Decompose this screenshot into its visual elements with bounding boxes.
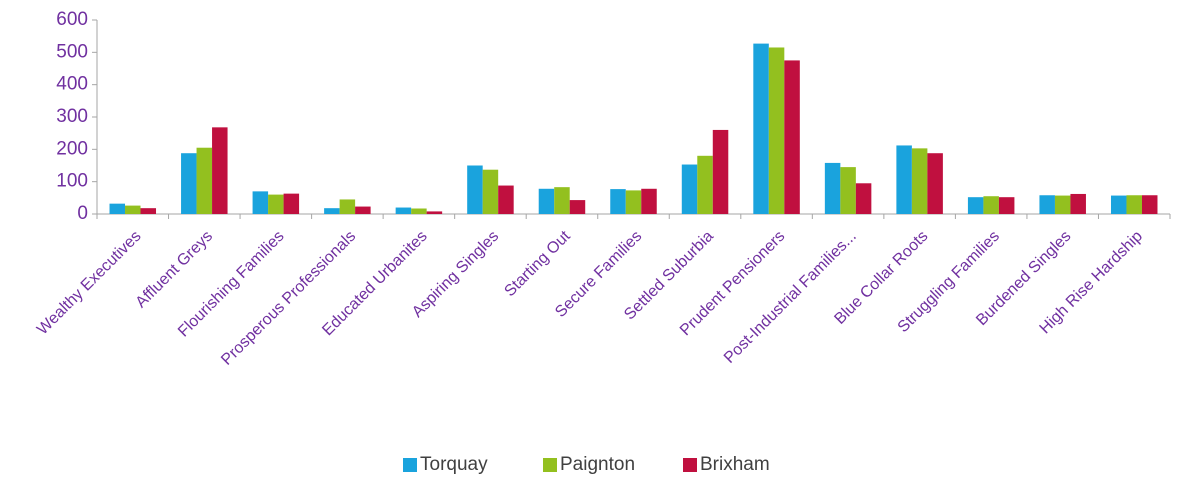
legend-label: Brixham <box>700 454 770 475</box>
bar <box>482 169 499 214</box>
y-tick-label: 0 <box>77 203 88 224</box>
bar <box>268 194 284 214</box>
bar <box>840 167 856 214</box>
legend-swatch <box>403 458 417 472</box>
bar <box>641 188 657 214</box>
bar <box>498 185 514 214</box>
y-tick-label: 100 <box>56 171 88 192</box>
y-tick-label: 400 <box>56 74 88 95</box>
y-tick-label: 200 <box>56 138 88 159</box>
bar <box>697 155 713 214</box>
bar <box>784 60 800 214</box>
x-tick-label: Prosperous Professionals <box>218 228 359 369</box>
y-tick-label: 600 <box>56 9 88 30</box>
bar <box>569 200 586 214</box>
bar <box>1070 193 1086 214</box>
bar <box>753 43 769 214</box>
x-tick-label: Wealthy Executives <box>34 228 145 339</box>
bar <box>610 189 626 214</box>
legend-label: Paignton <box>560 454 635 475</box>
bar <box>538 188 555 214</box>
bar <box>855 183 872 214</box>
bar <box>252 191 269 214</box>
y-tick-label: 500 <box>56 41 88 62</box>
legend-label: Torquay <box>420 454 488 475</box>
bar <box>196 147 213 214</box>
bar <box>625 190 642 214</box>
bar <box>927 153 943 214</box>
bar <box>283 193 300 214</box>
bar <box>339 199 356 214</box>
bar <box>1054 195 1071 214</box>
bar <box>212 127 228 214</box>
bar <box>896 145 912 214</box>
bar <box>140 208 157 214</box>
bar <box>355 206 371 214</box>
bar <box>324 208 340 214</box>
legend-swatch <box>683 458 697 472</box>
bar <box>998 197 1015 214</box>
bar <box>467 165 483 214</box>
legend-swatch <box>543 458 557 472</box>
bar <box>983 196 999 214</box>
bar <box>125 205 141 214</box>
bar <box>1110 195 1127 214</box>
bar <box>712 129 729 214</box>
bar <box>1126 195 1142 214</box>
bar <box>967 197 984 214</box>
bar <box>426 211 443 214</box>
y-tick-label: 300 <box>56 106 88 127</box>
bar <box>824 162 841 214</box>
bar <box>681 164 698 214</box>
bar <box>395 207 412 214</box>
bar <box>554 187 570 214</box>
bar <box>1141 195 1158 214</box>
x-tick-label: Starting Out <box>501 227 574 300</box>
bar <box>911 148 928 214</box>
bar <box>411 208 427 214</box>
bar <box>181 153 197 214</box>
bar <box>1039 195 1055 214</box>
bar <box>768 47 785 214</box>
x-tick-label: Post-Industrial Families... <box>721 228 860 367</box>
bar <box>109 203 126 214</box>
